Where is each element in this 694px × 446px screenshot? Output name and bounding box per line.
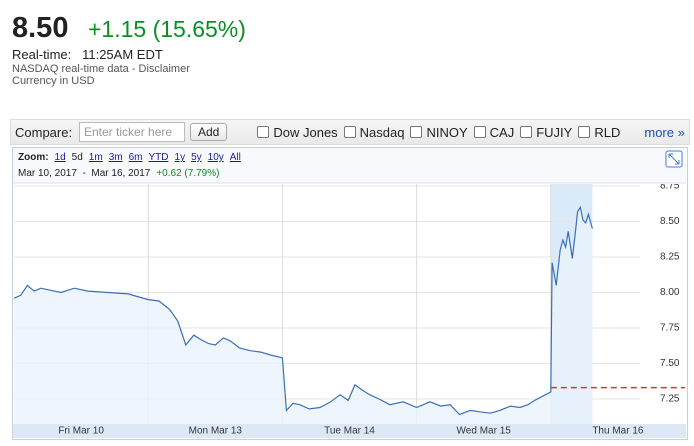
ticker-checkbox[interactable]: RLD <box>578 125 620 140</box>
zoom-option[interactable]: 5d <box>71 152 83 163</box>
ticker-checkbox[interactable]: FUJIY <box>520 125 572 140</box>
y-tick-label: 7.50 <box>660 358 680 369</box>
x-tick-label: Mon Mar 13 <box>189 426 243 437</box>
more-link[interactable]: more » <box>644 124 685 140</box>
ticker-name[interactable]: Dow Jones <box>273 124 338 140</box>
ticker-checkbox[interactable]: Dow Jones <box>257 124 338 140</box>
zoom-option[interactable]: 6m <box>128 152 143 163</box>
y-tick-label: 8.00 <box>660 287 680 298</box>
add-button[interactable]: Add <box>190 123 228 141</box>
ticker-checkbox[interactable]: CAJ <box>473 124 515 140</box>
compare-bar: Compare: Enter ticker here Add Dow Jones… <box>10 119 690 145</box>
y-tick-label: 8.50 <box>660 216 680 227</box>
realtime-label: Real-time: <box>12 47 72 62</box>
zoom-bar: Zoom: 1d 5d 1m 3m 6m YTD 1y 5y 10y All <box>18 152 247 163</box>
price-change: +1.15 (15.65%) <box>88 16 246 42</box>
chart-header <box>13 148 686 183</box>
x-axis-band <box>13 424 686 438</box>
y-tick-label: 8.75 <box>660 181 680 192</box>
zoom-option[interactable]: All <box>229 152 241 163</box>
compare-label: Compare: <box>15 124 73 140</box>
chart-frame <box>12 147 688 440</box>
checkbox[interactable] <box>520 126 533 138</box>
ticker-name[interactable]: FUJIY <box>536 124 573 140</box>
x-tick-label: Fri Mar 10 <box>58 426 104 437</box>
ticker-input[interactable]: Enter ticker here <box>79 122 185 142</box>
area <box>14 207 593 424</box>
zoom-option[interactable]: 10y <box>207 152 224 163</box>
zoom-option[interactable]: 3m <box>108 152 123 163</box>
data-source[interactable]: NASDAQ real-time data - Disclaimer <box>12 63 190 75</box>
ticker-checkbox[interactable]: NINOY <box>410 124 468 140</box>
ticker-name[interactable]: RLD <box>594 124 621 140</box>
zoom-option[interactable]: 5y <box>191 152 202 163</box>
ticker-checkbox[interactable]: Nasdaq <box>343 124 405 140</box>
realtime-time: 11:25AM EDT <box>82 47 163 62</box>
checkbox[interactable] <box>257 126 270 138</box>
price-line <box>13 205 593 416</box>
range-start: Mar 10, 2017 <box>18 168 77 179</box>
x-tick-label: Thu Mar 16 <box>592 426 644 437</box>
checkbox[interactable] <box>410 126 423 138</box>
checkbox[interactable] <box>578 126 591 138</box>
y-tick-label: 8.25 <box>660 252 680 263</box>
realtime: Real-time: 11:25AM EDT <box>12 47 163 62</box>
currency: Currency in USD <box>12 75 95 87</box>
y-tick-label: 7.75 <box>660 323 680 334</box>
checkbox[interactable] <box>343 126 356 138</box>
ticker-name[interactable]: Nasdaq <box>359 124 405 140</box>
x-tick-label: Tue Mar 14 <box>324 426 375 437</box>
expand-arrow <box>668 153 680 165</box>
ticker-name[interactable]: CAJ <box>489 124 515 140</box>
ticker-list: Dow Jones Nasdaq NINOY CAJ FUJIY RLD <box>257 125 626 140</box>
ticker-name[interactable]: NINOY <box>426 124 468 140</box>
zoom-option[interactable]: 1y <box>174 152 186 163</box>
checkbox[interactable] <box>473 126 486 138</box>
price: 8.50 <box>12 12 69 44</box>
zoom-option[interactable]: YTD <box>148 152 169 163</box>
x-tick-label: Wed Mar 15 <box>457 426 512 437</box>
range-change: +0.62 (7.79%) <box>156 168 220 179</box>
zoom-option[interactable]: 1d <box>54 152 66 163</box>
zoom-option[interactable]: 1m <box>88 152 103 163</box>
range-sep: - <box>82 168 86 179</box>
y-tick-label: 7.25 <box>660 394 680 405</box>
range-end: Mar 16, 2017 <box>91 168 151 179</box>
date-range: Mar 10, 2017 - Mar 16, 2017 +0.62 (7.79%) <box>18 168 219 179</box>
zoom-label: Zoom: <box>18 152 49 163</box>
